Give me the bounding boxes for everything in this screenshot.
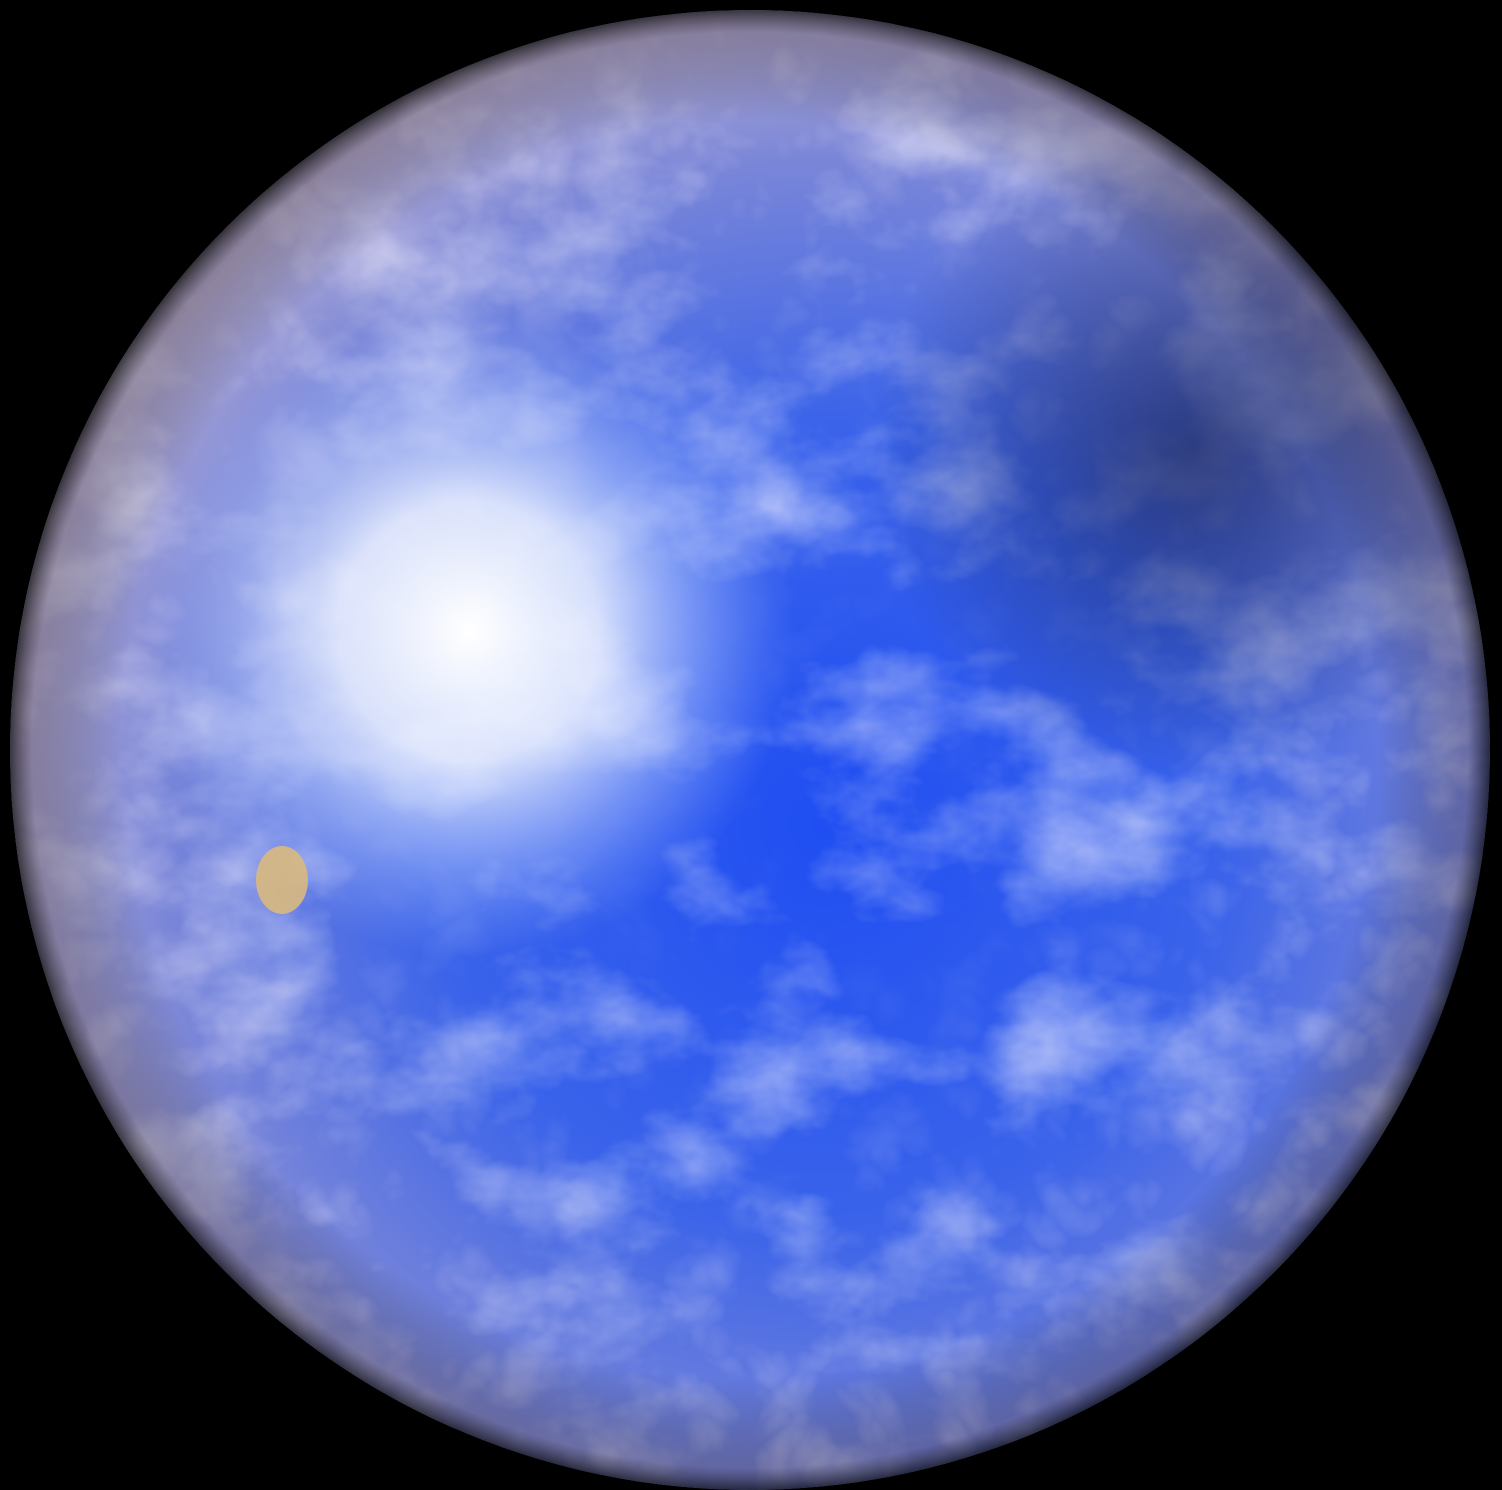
planet-rim xyxy=(10,10,1490,1490)
planet xyxy=(10,10,1490,1490)
